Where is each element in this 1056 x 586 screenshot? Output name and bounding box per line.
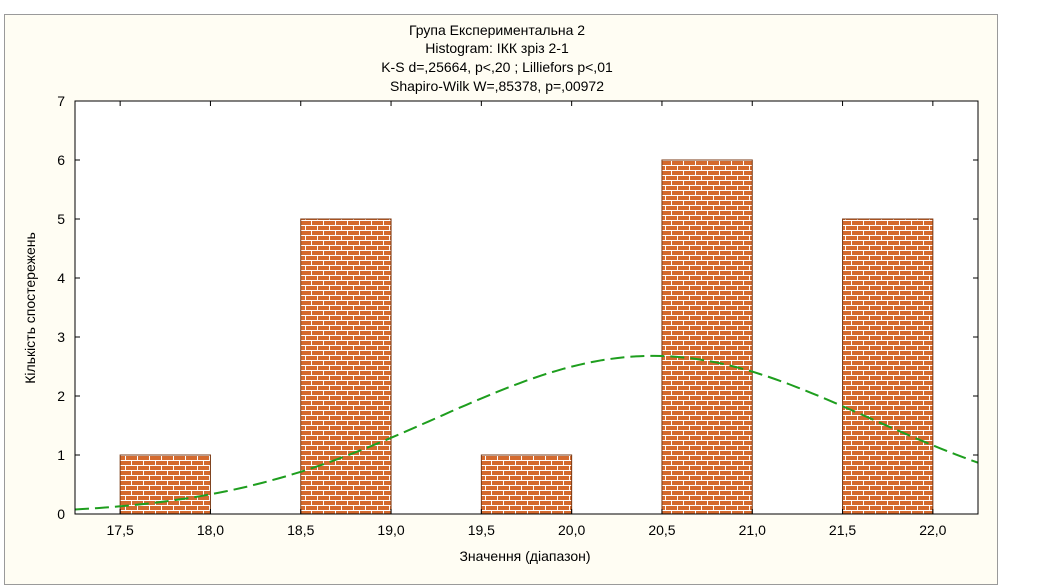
histogram-bar-2 xyxy=(300,218,392,515)
y-tick-label: 7 xyxy=(57,93,65,109)
title-line-3: K-S d=,25664, p<,20 ; Lilliefors p<,01 xyxy=(381,59,613,75)
x-tick-label: 21,0 xyxy=(739,522,766,538)
x-tick-label: 18,5 xyxy=(287,522,314,538)
chart-title: Група Експериментальна 2 Histogram: ІКК … xyxy=(381,22,613,94)
x-tick-label: 18,0 xyxy=(197,522,224,538)
histogram-bar-1 xyxy=(119,454,211,515)
chart-panel: Група Експериментальна 2 Histogram: ІКК … xyxy=(4,14,998,585)
histogram-bar-5 xyxy=(842,218,934,515)
bar-series xyxy=(119,159,934,515)
x-tick-label: 22,0 xyxy=(919,522,946,538)
y-tick-label: 4 xyxy=(57,270,65,286)
x-tick-label: 17,5 xyxy=(107,522,134,538)
normal-curve xyxy=(74,354,979,511)
x-tick-label: 19,5 xyxy=(468,522,495,538)
y-tick-label: 2 xyxy=(57,388,65,404)
x-tick-label: 20,5 xyxy=(648,522,675,538)
x-tick-label: 20,0 xyxy=(558,522,585,538)
y-tick-label: 3 xyxy=(57,329,65,345)
y-axis-label: Кількість спостережень xyxy=(22,232,38,384)
x-tick-label: 19,0 xyxy=(377,522,404,538)
y-tick-label: 0 xyxy=(57,506,65,522)
title-line-2: Histogram: ІКК зріз 2-1 xyxy=(425,40,569,56)
y-tick-label: 6 xyxy=(57,152,65,168)
x-axis-label: Значення (діапазон) xyxy=(459,548,590,564)
histogram-bar-4 xyxy=(661,159,753,515)
x-tick-label: 21,5 xyxy=(829,522,856,538)
title-line-4: Shapiro-Wilk W=,85378, p=,00972 xyxy=(390,78,604,94)
histogram-chart: Група Експериментальна 2 Histogram: ІКК … xyxy=(22,22,979,564)
plot-frame xyxy=(74,100,979,515)
y-tick-label: 5 xyxy=(57,211,65,227)
y-axis-ticks: 0 1 2 3 4 5 6 7 xyxy=(57,93,978,522)
y-tick-label: 1 xyxy=(57,447,65,463)
x-axis-ticks: 17,5 18,0 18,5 19,0 19,5 20,0 20,5 21,0 21,5 22,0 xyxy=(107,101,947,538)
title-line-1: Група Експериментальна 2 xyxy=(409,22,585,38)
plot-area xyxy=(75,101,978,514)
histogram-bar-3 xyxy=(480,454,573,515)
